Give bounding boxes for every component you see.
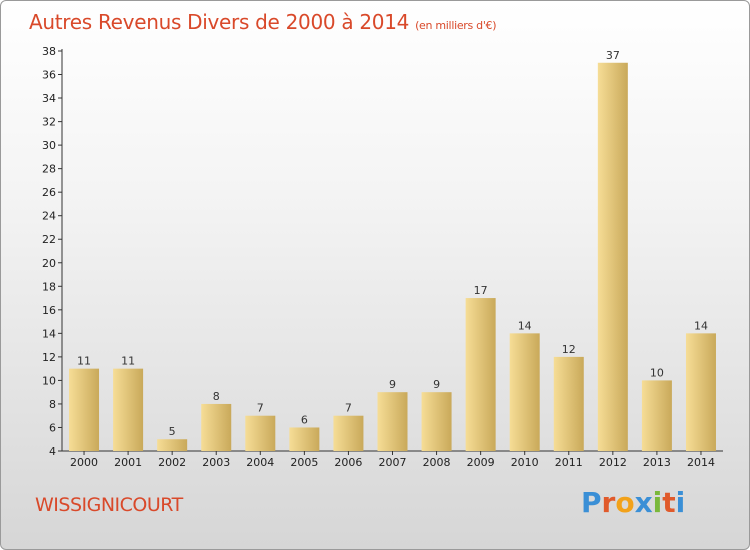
- bar-2007: [377, 392, 408, 451]
- bar-value-label: 37: [606, 49, 620, 62]
- y-tick-label: 18: [42, 280, 56, 293]
- y-tick-label: 26: [42, 186, 56, 199]
- y-tick-label: 36: [42, 69, 56, 82]
- y-tick-label: 12: [42, 351, 56, 364]
- y-tick-label: 38: [42, 45, 56, 58]
- bar-2001: [113, 368, 144, 451]
- x-tick-label: 2013: [643, 456, 671, 469]
- x-tick-label: 2007: [379, 456, 407, 469]
- bar-2000: [69, 368, 100, 451]
- x-tick-label: 2014: [687, 456, 715, 469]
- y-tick-label: 6: [49, 421, 56, 434]
- x-tick-label: 2006: [334, 456, 362, 469]
- bar-value-label: 8: [213, 390, 220, 403]
- bar-value-label: 7: [257, 402, 264, 415]
- chart-title-text: Autres Revenus Divers de 2000 à 2014: [29, 10, 410, 34]
- y-tick-label: 28: [42, 163, 56, 176]
- x-tick-label: 2010: [511, 456, 539, 469]
- proxiti-logo: Proxiti: [581, 486, 685, 519]
- bar-2014: [685, 333, 716, 451]
- y-tick-label: 34: [42, 92, 56, 105]
- logo-letter: P: [581, 486, 602, 519]
- logo-letter: o: [615, 486, 635, 519]
- y-tick-label: 20: [42, 257, 56, 270]
- x-tick-label: 2011: [555, 456, 583, 469]
- logo-letter: x: [634, 486, 653, 519]
- bar-value-label: 17: [474, 284, 488, 297]
- x-tick-label: 2009: [467, 456, 495, 469]
- x-tick-label: 2002: [158, 456, 186, 469]
- bar-2013: [641, 380, 672, 451]
- bar-2010: [509, 333, 540, 451]
- bar-2008: [421, 392, 452, 451]
- bar-value-label: 10: [650, 366, 664, 379]
- y-tick-label: 24: [42, 210, 56, 223]
- bar-2009: [465, 298, 496, 451]
- x-tick-label: 2012: [599, 456, 627, 469]
- bar-value-label: 11: [121, 355, 135, 368]
- x-tick-label: 2003: [202, 456, 230, 469]
- bar-value-label: 9: [389, 378, 396, 391]
- bar-value-label: 7: [345, 402, 352, 415]
- x-tick-label: 2008: [423, 456, 451, 469]
- bar-2002: [157, 439, 188, 451]
- bar-2004: [245, 415, 276, 451]
- logo-letter: t: [662, 486, 676, 519]
- bar-2006: [333, 415, 364, 451]
- bar-2012: [597, 62, 628, 451]
- y-tick-label: 4: [49, 445, 56, 458]
- bar-value-label: 6: [301, 413, 308, 426]
- y-tick-label: 30: [42, 139, 56, 152]
- bar-value-label: 9: [433, 378, 440, 391]
- x-tick-label: 2000: [70, 456, 98, 469]
- logo-letter: r: [601, 486, 616, 519]
- chart-subtitle: (en milliers d'€): [415, 19, 497, 32]
- y-tick-label: 14: [42, 327, 56, 340]
- bar-value-label: 12: [562, 343, 576, 356]
- chart-title: Autres Revenus Divers de 2000 à 2014 (en …: [29, 10, 497, 34]
- x-tick-label: 2005: [290, 456, 318, 469]
- y-tick-label: 10: [42, 374, 56, 387]
- city-name: WISSIGNICOURT: [35, 494, 183, 516]
- bar-2003: [201, 403, 232, 451]
- y-tick-label: 32: [42, 116, 56, 129]
- y-tick-label: 22: [42, 233, 56, 246]
- x-tick-label: 2004: [246, 456, 274, 469]
- y-tick-label: 8: [49, 398, 56, 411]
- bar-value-label: 11: [77, 355, 91, 368]
- bar-2011: [553, 356, 584, 451]
- bar-value-label: 14: [518, 319, 532, 332]
- bar-2005: [289, 427, 320, 451]
- bar-value-label: 14: [694, 319, 708, 332]
- bar-value-label: 5: [169, 425, 176, 438]
- y-tick-label: 16: [42, 304, 56, 317]
- logo-letter: i: [675, 486, 686, 519]
- logo-letter: i: [652, 486, 663, 519]
- x-tick-label: 2001: [114, 456, 142, 469]
